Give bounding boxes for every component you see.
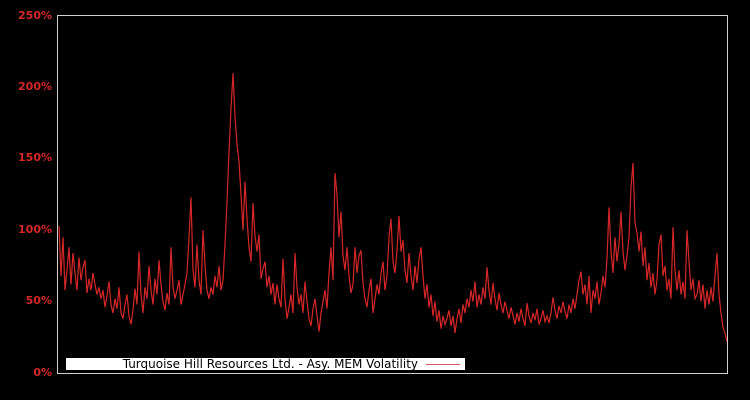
volatility-line-series <box>58 73 727 342</box>
volatility-polyline <box>58 73 727 342</box>
legend-label: Turquoise Hill Resources Ltd. - Asy. MEM… <box>122 357 418 371</box>
y-tick-label: 100% <box>18 222 52 236</box>
y-axis: 0% 50% 100% 150% 200% 250% <box>0 0 52 400</box>
y-tick-label: 0% <box>33 365 52 379</box>
y-tick-label: 250% <box>18 8 52 22</box>
y-tick-label: 50% <box>25 294 52 308</box>
legend-line-sample-icon <box>426 363 460 365</box>
y-tick-label: 150% <box>18 151 52 165</box>
legend: Turquoise Hill Resources Ltd. - Asy. MEM… <box>65 357 466 371</box>
plot-area: Turquoise Hill Resources Ltd. - Asy. MEM… <box>57 15 728 374</box>
y-tick-label: 200% <box>18 79 52 93</box>
